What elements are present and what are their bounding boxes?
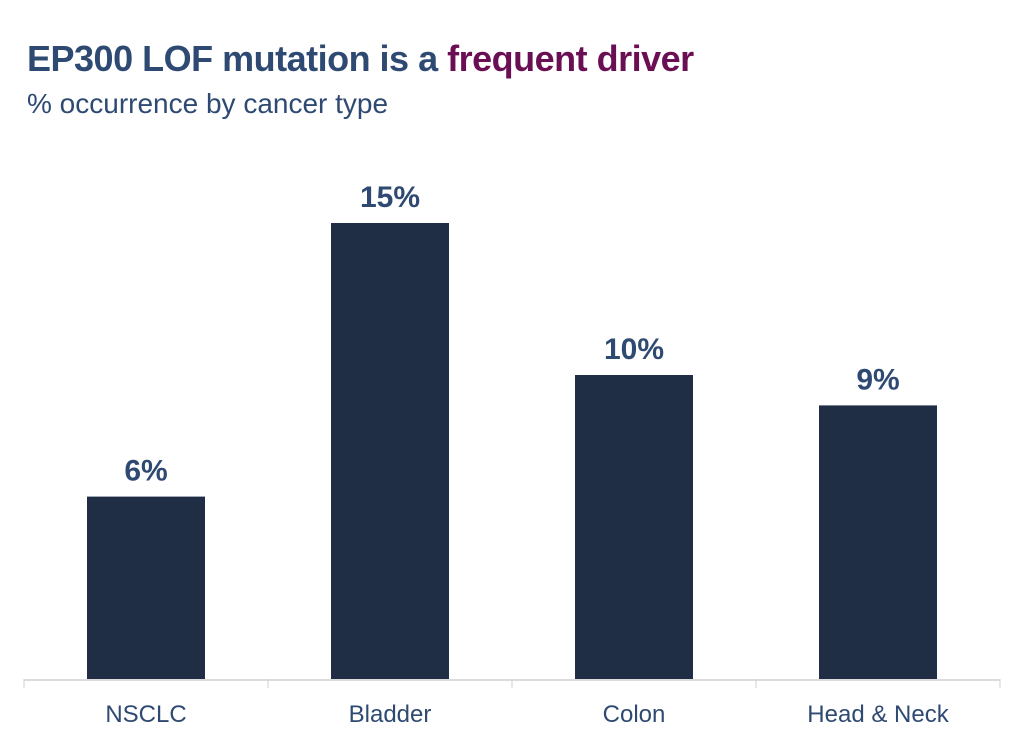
chart-subtitle: % occurrence by cancer type [27,88,389,119]
data-label: 6% [124,455,167,488]
bar-nsclc [87,496,205,679]
bar-bladder [331,223,449,679]
title-text: EP300 LOF mutation is a [27,38,448,79]
title-highlight: frequent driver [447,38,694,79]
bar-colon [575,375,693,679]
chart-title: EP300 LOF mutation is a frequent driver [27,38,694,80]
data-label: 15% [360,181,420,214]
x-tick-label: Bladder [349,701,432,728]
bar-head-neck [819,405,937,679]
data-label: 10% [604,333,664,366]
data-label: 9% [856,363,899,396]
x-tick-label: Colon [603,701,666,728]
x-tick-label: Head & Neck [807,701,949,728]
x-tick-label: NSCLC [105,701,186,728]
